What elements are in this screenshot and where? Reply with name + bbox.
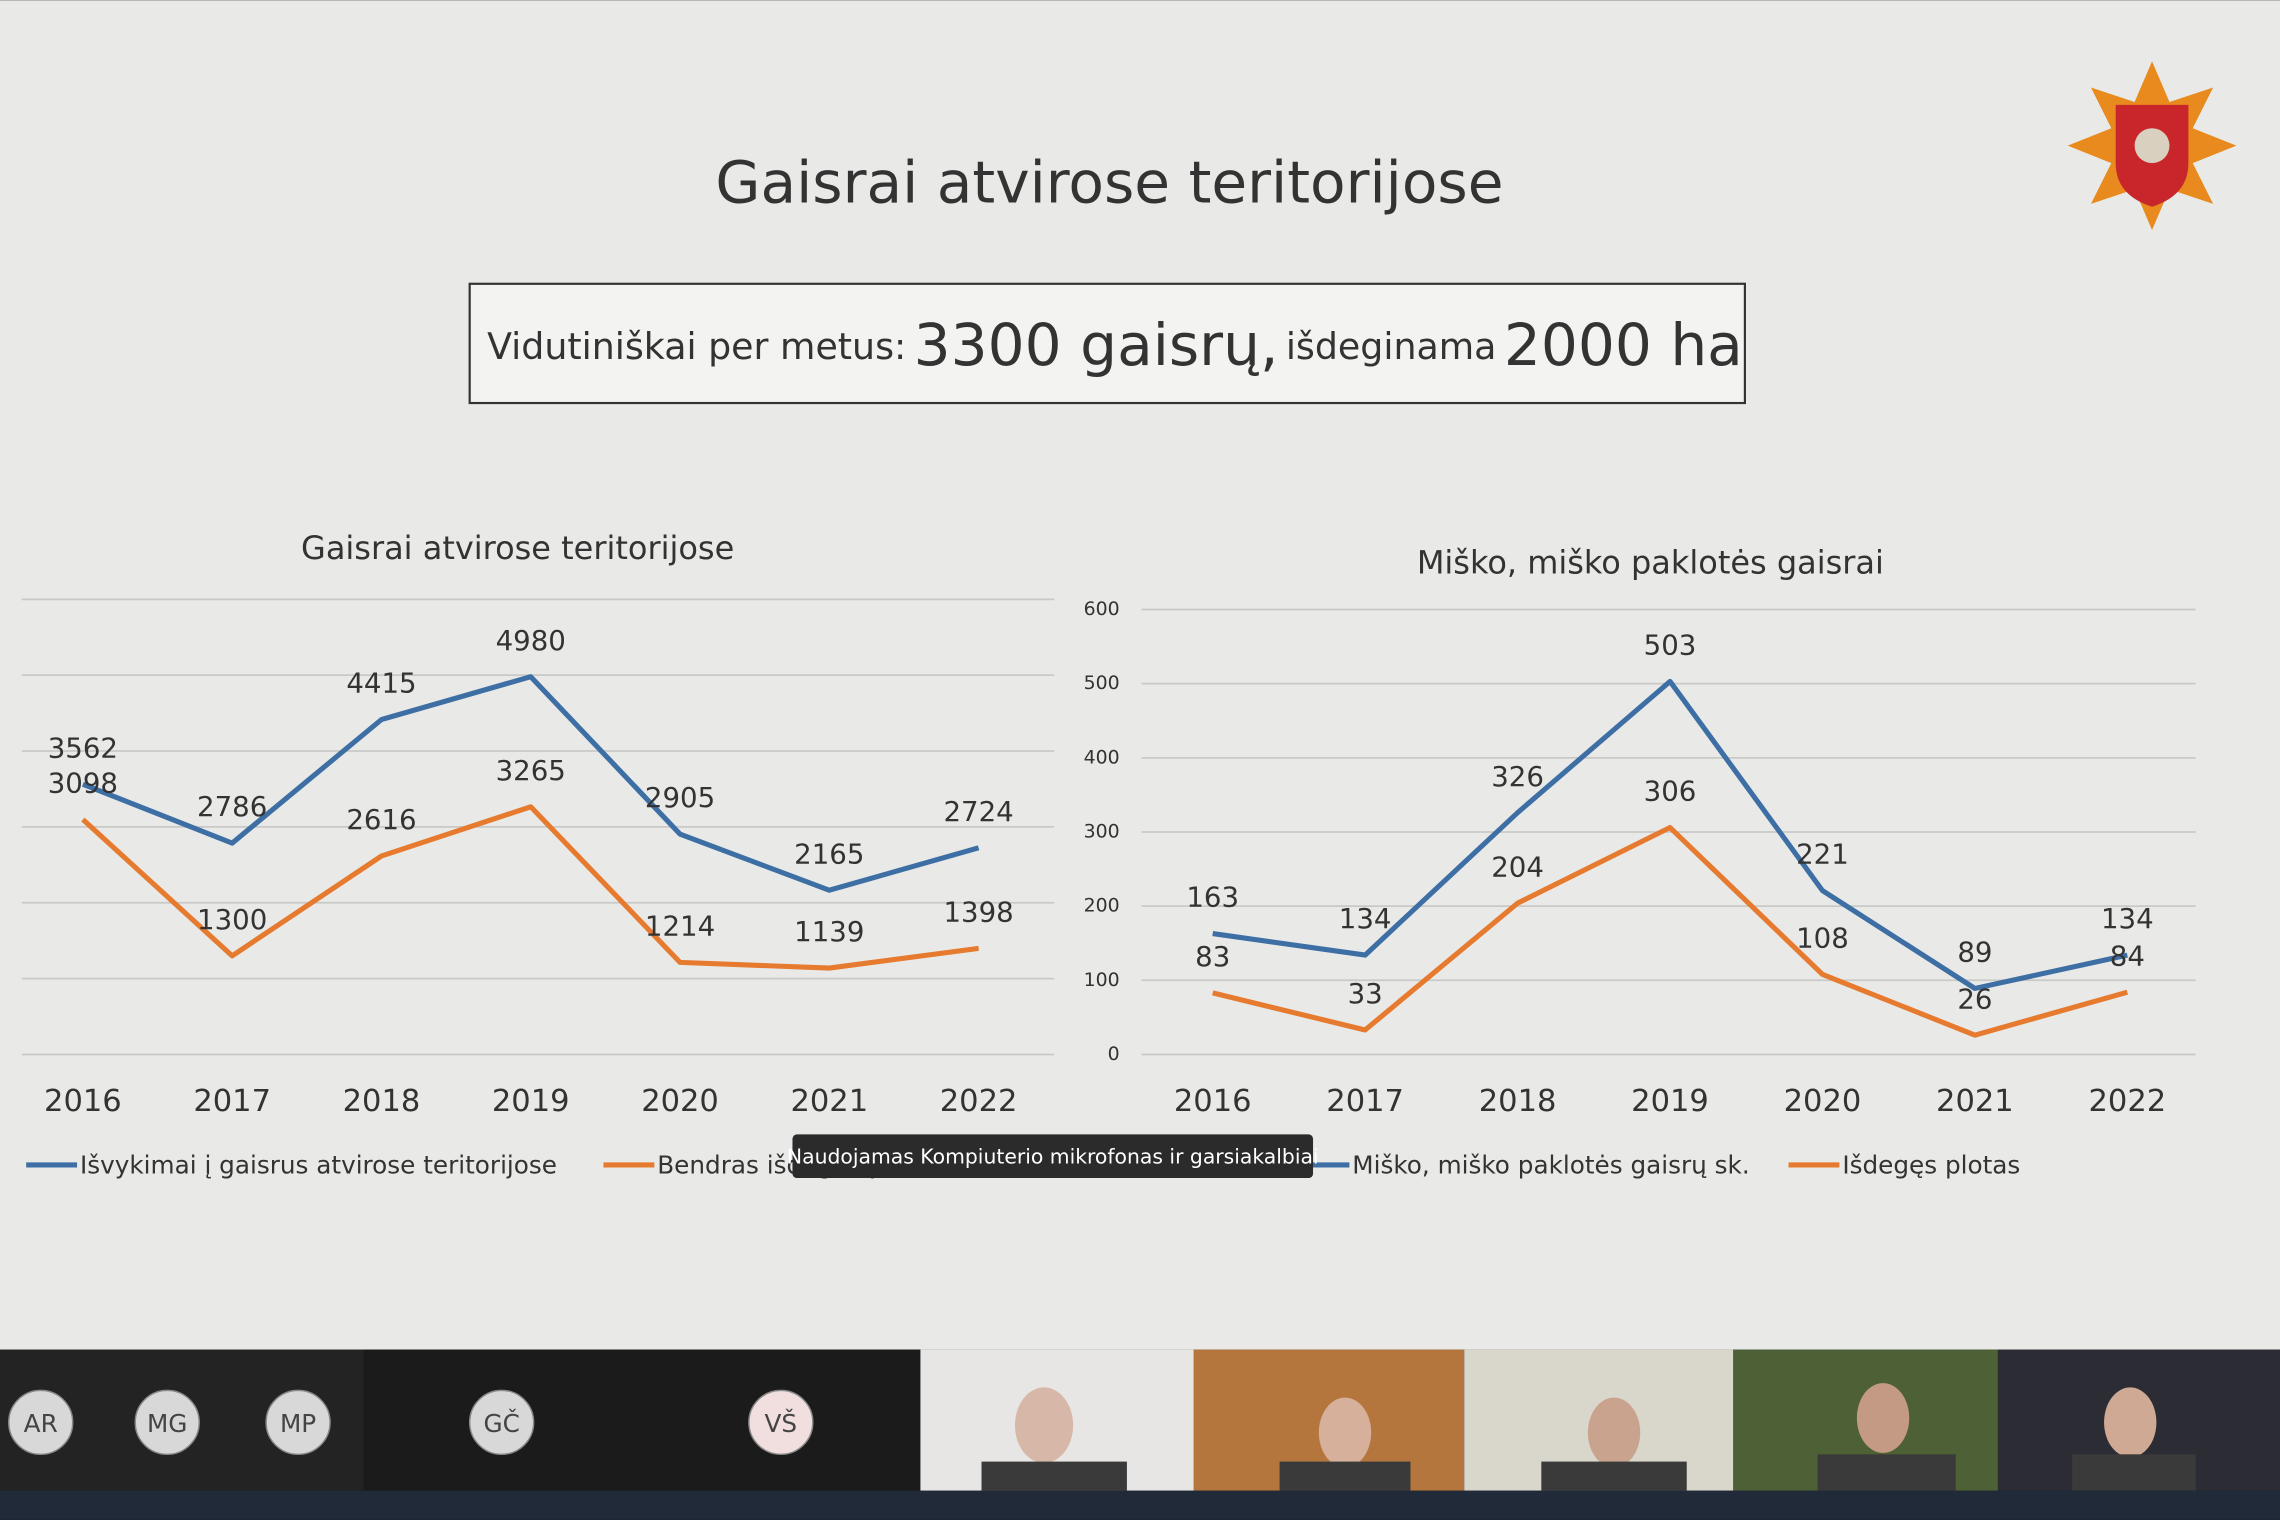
x-tick-label: 2017 <box>193 1084 271 1119</box>
taskbar <box>0 1490 2280 1520</box>
data-label: 2905 <box>645 781 715 814</box>
legend-label: Išvykimai į gaisrus atvirose teritorijos… <box>80 1150 557 1179</box>
series-line <box>81 804 979 971</box>
charts: Gaisrai atvirose teritorijose 2016 2017 201… <box>21 529 2196 1179</box>
data-label: 3562 <box>48 731 118 764</box>
summary-label: Vidutiniškai per metus: <box>487 325 906 368</box>
data-label: 83 <box>1195 940 1230 973</box>
data-label: 33 <box>1348 977 1383 1010</box>
x-tick-label: 2019 <box>1631 1084 1709 1119</box>
legend-label: Išdegęs plotas <box>1842 1150 2020 1179</box>
data-label: 326 <box>1491 760 1544 793</box>
y-tick-label: 600 <box>1084 598 1120 620</box>
data-label: 84 <box>2110 939 2145 972</box>
avatar-initials: VŠ <box>765 1408 798 1438</box>
data-label: 26 <box>1957 982 1992 1015</box>
y-tick-label: 400 <box>1084 746 1120 768</box>
data-label: 89 <box>1957 936 1992 969</box>
y-tick-label: 100 <box>1084 969 1120 991</box>
legend-label: Miško, miško paklotės gaisrų sk. <box>1352 1150 1749 1179</box>
data-label: 2724 <box>943 795 1013 828</box>
data-label: 2165 <box>794 837 864 870</box>
x-tick-label: 2020 <box>1784 1084 1862 1119</box>
x-tick-label: 2018 <box>343 1084 421 1119</box>
avatar <box>748 1389 814 1456</box>
data-label: 1300 <box>197 903 267 936</box>
data-label: 221 <box>1796 838 1849 871</box>
data-label: 1139 <box>794 915 864 948</box>
avatar-initials: AR <box>24 1409 58 1438</box>
summary-area: 2000 ha <box>1504 311 1743 379</box>
people <box>981 1383 2196 1491</box>
logo <box>2067 61 2237 230</box>
x-tick-label: 2017 <box>1326 1084 1404 1119</box>
y-tick-label: 200 <box>1084 895 1120 917</box>
y-tick-label: 300 <box>1084 820 1120 842</box>
data-label: 4980 <box>496 624 566 657</box>
summary: Vidutiniškai per metus: 3300 gaisrų, išd… <box>487 311 1743 379</box>
data-label: 108 <box>1796 921 1849 954</box>
avatar <box>7 1389 74 1456</box>
x-tick-label: 2016 <box>1174 1084 1252 1119</box>
x-tick-label: 2020 <box>641 1084 719 1119</box>
data-label: 1398 <box>943 896 1013 929</box>
avatar <box>468 1389 535 1456</box>
series-line <box>1212 678 2128 991</box>
data-label: 134 <box>1339 902 1392 935</box>
summary-box <box>468 282 1746 405</box>
x-tick-label: 2021 <box>790 1084 868 1119</box>
avatar <box>134 1389 200 1456</box>
summary-fires: 3300 gaisrų, <box>914 311 1279 379</box>
data-label: 163 <box>1186 881 1239 914</box>
data-label: 134 <box>2101 902 2154 935</box>
series-line <box>81 674 980 893</box>
data-label: 2786 <box>197 790 267 823</box>
x-tick-label: 2022 <box>940 1084 1018 1119</box>
data-label: 4415 <box>346 667 416 700</box>
series-line <box>1212 824 2129 1038</box>
x-tick-label: 2016 <box>44 1084 122 1119</box>
avatar-initials: GČ <box>483 1408 519 1438</box>
slide-title: Gaisrai atvirose teritorijose <box>715 148 1503 216</box>
data-label: 2616 <box>346 803 416 836</box>
tooltip-box <box>792 1134 1314 1179</box>
summary-burned-label: išdeginama <box>1286 325 1497 368</box>
avatar <box>265 1389 331 1456</box>
avatars: AR MG MP GČ VŠ <box>7 1389 814 1456</box>
data-label: 306 <box>1644 775 1697 808</box>
tooltip: Naudojamas Kompiuterio mikrofonas ir gar… <box>787 1145 1319 1169</box>
y-tick-label: 500 <box>1084 672 1120 694</box>
y-tick-label: 0 <box>1108 1043 1120 1065</box>
x-tick-label: 2022 <box>2088 1084 2166 1119</box>
data-label: 1214 <box>645 909 715 942</box>
data-label: 3265 <box>496 754 566 787</box>
participants-bar-dark <box>363 1349 921 1491</box>
avatar-initials: MP <box>280 1409 316 1438</box>
chart-title: Gaisrai atvirose teritorijose <box>301 529 734 567</box>
data-label: 3098 <box>48 767 118 800</box>
x-tick-label: 2021 <box>1936 1084 2014 1119</box>
data-label: 204 <box>1491 850 1544 883</box>
chart-title: Miško, miško paklotės gaisrai <box>1417 543 1884 581</box>
x-tick-label: 2019 <box>492 1084 570 1119</box>
avatar-initials: MG <box>147 1409 187 1438</box>
data-label: 503 <box>1644 629 1697 662</box>
x-tick-label: 2018 <box>1479 1084 1557 1119</box>
